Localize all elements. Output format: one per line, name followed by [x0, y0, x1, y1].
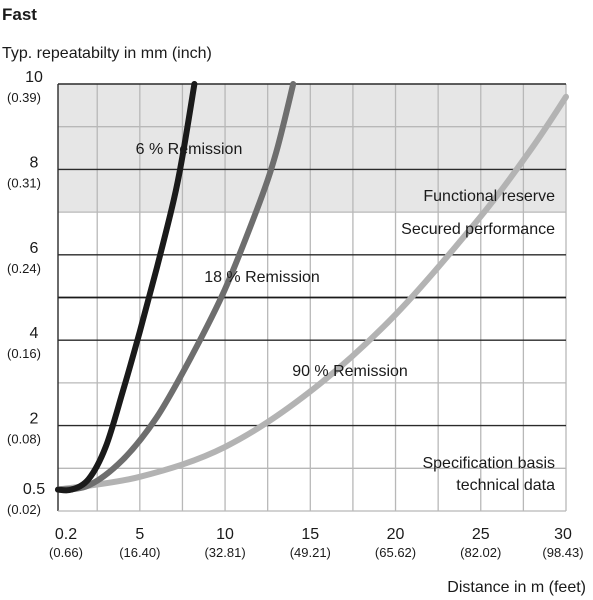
- y-tick-sublabel: (0.16): [7, 346, 41, 361]
- x-tick-label: 0.2: [55, 526, 77, 543]
- series-6-percent-remission: [55, 81, 198, 494]
- x-tick-sublabel: (0.66): [49, 545, 83, 560]
- x-tick-sublabel: (65.62): [375, 545, 416, 560]
- x-tick-label: 25: [472, 526, 490, 543]
- y-tick-sublabel: (0.02): [7, 502, 41, 517]
- y-tick-label: 2: [30, 411, 39, 428]
- label-18-percent-remission: 18 % Remission: [204, 269, 320, 286]
- label-specification-basis: Specification basis: [422, 455, 555, 472]
- x-tick-sublabel: (16.40): [119, 545, 160, 560]
- y-tick-label: 10: [25, 69, 43, 86]
- y-tick-label: 6: [30, 240, 39, 257]
- x-tick-label: 15: [301, 526, 319, 543]
- x-tick-label: 10: [216, 526, 234, 543]
- label-functional-reserve: Functional reserve: [423, 188, 555, 205]
- chart-title: Fast: [2, 5, 37, 24]
- x-axis-label: Distance in m (feet): [447, 579, 586, 596]
- y-tick-sublabel: (0.39): [7, 90, 41, 105]
- label-technical-data: technical data: [456, 477, 555, 494]
- x-tick-label: 20: [387, 526, 405, 543]
- y-tick-sublabel: (0.08): [7, 432, 41, 447]
- plot-area: 0.5 (0.02) 2 (0.08) 4 (0.16) 6 (0.24) 8 (0.31) 10 (…: [7, 69, 584, 560]
- x-tick-sublabel: (49.21): [290, 545, 331, 560]
- x-tick-sublabel: (32.81): [204, 545, 245, 560]
- x-tick-sublabel: (82.02): [460, 545, 501, 560]
- y-tick-sublabel: (0.24): [7, 261, 41, 276]
- y-tick-sublabel: (0.31): [7, 175, 41, 190]
- series-18-percent-remission: [55, 81, 297, 493]
- label-secured-performance: Secured performance: [401, 221, 555, 238]
- x-tick-sublabel: (98.43): [542, 545, 583, 560]
- y-axis-label: Typ. repeatabilty in mm (inch): [2, 45, 212, 62]
- y-tick-label: 8: [30, 154, 39, 171]
- series-90-percent-remission: [55, 93, 569, 493]
- label-90-percent-remission: 90 % Remission: [292, 363, 408, 380]
- x-tick-label: 30: [554, 526, 572, 543]
- x-tick-label: 5: [135, 526, 144, 543]
- y-tick-label: 4: [30, 325, 39, 342]
- label-6-percent-remission: 6 % Remission: [136, 141, 243, 158]
- y-tick-label: 0.5: [23, 481, 45, 498]
